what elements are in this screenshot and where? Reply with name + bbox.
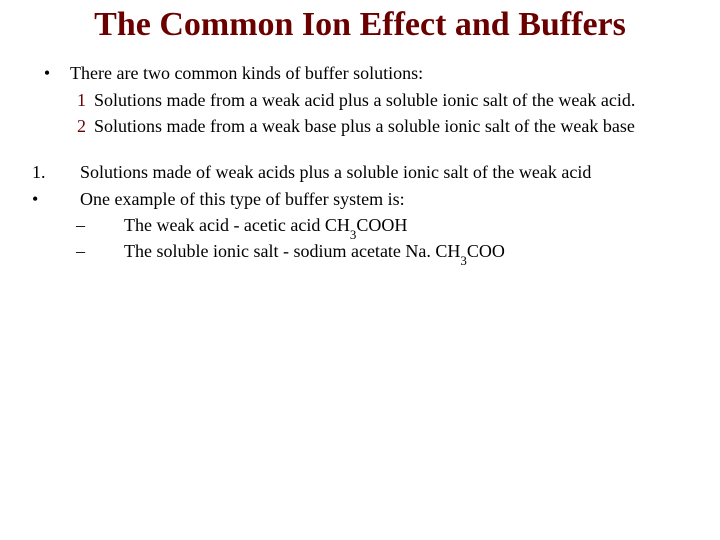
example-intro-row: • One example of this type of buffer sys… [12,187,708,211]
slide-body: • There are two common kinds of buffer s… [12,61,708,263]
lead-text: Solutions made of weak acids plus a solu… [62,160,708,184]
bullet-icon: • [12,187,62,211]
example-item: – The weak acid - acetic acid CH3COOH [12,213,708,237]
list-number: 2 [12,114,86,138]
slide-title: The Common Ion Effect and Buffers [12,6,708,43]
dash-icon: – [12,213,106,237]
intro-row: • There are two common kinds of buffer s… [12,61,708,85]
dash-icon: – [12,239,106,263]
formula-post: COO [467,241,505,261]
bullet-icon: • [12,61,62,85]
example-intro-text: One example of this type of buffer syste… [62,187,708,211]
formula-pre: The weak acid - acetic acid CH [124,215,350,235]
list-item: 1 Solutions made from a weak acid plus a… [12,88,708,112]
intro-text: There are two common kinds of buffer sol… [62,61,708,85]
list-text: Solutions made from a weak base plus a s… [86,114,708,138]
list-text: Solutions made from a weak acid plus a s… [86,88,708,112]
formula-pre: The soluble ionic salt - sodium acetate … [124,241,460,261]
formula-sub: 3 [350,227,356,242]
example-text: The weak acid - acetic acid CH3COOH [106,213,708,237]
formula-post: COOH [356,215,407,235]
lead-row: 1. Solutions made of weak acids plus a s… [12,160,708,184]
formula-sub: 3 [460,253,466,268]
lead-number: 1. [12,160,62,184]
second-block: 1. Solutions made of weak acids plus a s… [12,160,708,263]
example-item: – The soluble ionic salt - sodium acetat… [12,239,708,263]
spacer [12,140,708,160]
list-item: 2 Solutions made from a weak base plus a… [12,114,708,138]
example-text: The soluble ionic salt - sodium acetate … [106,239,708,263]
list-number: 1 [12,88,86,112]
slide: The Common Ion Effect and Buffers • Ther… [0,0,720,540]
